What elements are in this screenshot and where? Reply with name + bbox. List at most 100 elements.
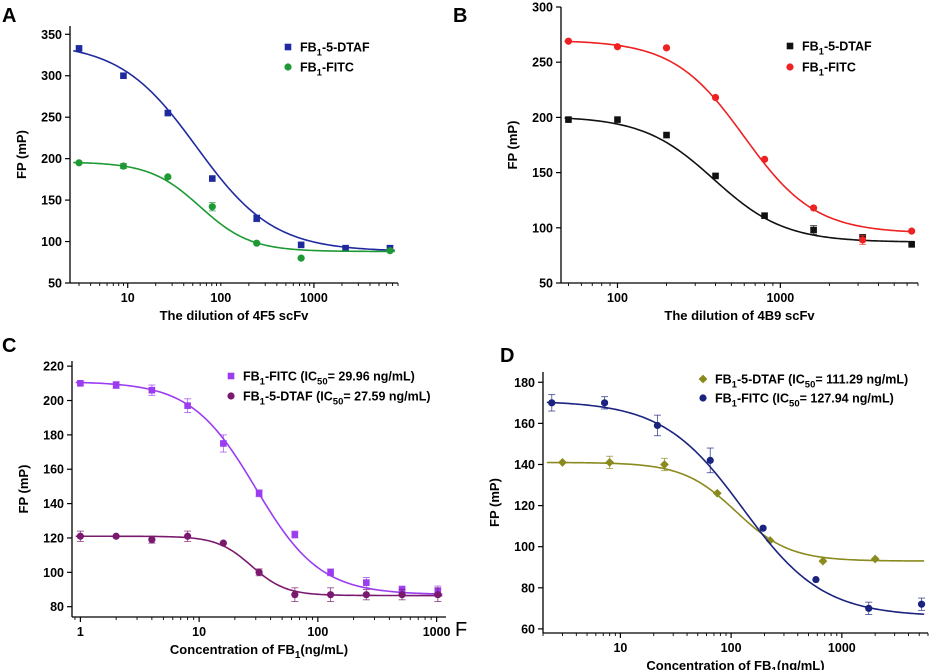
- series-2: [564, 37, 916, 245]
- data-point: [386, 247, 394, 255]
- x-tick-label: 1000: [300, 291, 328, 305]
- x-tick-label: 100: [607, 291, 628, 305]
- x-axis-title: The dilution of 4F5 scFv: [160, 308, 310, 323]
- panel-letter: D: [500, 345, 514, 367]
- legend-marker: [786, 42, 794, 50]
- y-tick-label: 150: [41, 194, 62, 208]
- data-point: [255, 489, 263, 497]
- data-point: [363, 579, 370, 586]
- data-point: [765, 536, 775, 545]
- y-tick-label: 150: [532, 166, 553, 180]
- legend-label: FB1-5-DTAF (IC50= 27.59 ng/mL): [243, 390, 431, 408]
- x-tick-label: 1000: [423, 625, 451, 639]
- data-point: [253, 239, 261, 247]
- series-1: [73, 45, 395, 252]
- fit-curve: [75, 381, 443, 595]
- legend-label: FB1-5-DTAF: [802, 40, 872, 58]
- legend-label: FB1-FITC: [300, 61, 354, 79]
- legend-label: FB1-FITC (IC50= 29.96 ng/mL): [243, 370, 415, 388]
- x-tick-label: 100: [307, 625, 328, 639]
- data-point: [220, 440, 227, 447]
- data-point: [711, 93, 720, 102]
- data-point: [434, 591, 442, 599]
- panel-a: A 50 100 150 200 250 300 350 10 100 1000 FP (mP) The…: [2, 5, 399, 323]
- data-point: [660, 460, 669, 469]
- panel-b: B 50 100 150 200 250 300 100 1000 FP (mP) The dilu…: [453, 1, 919, 323]
- legend-marker: [227, 392, 235, 400]
- data-point: [255, 568, 263, 576]
- panel-c: C 80 100 120 140 160 180 200 220 1 10 100 1000 FP (mP…: [2, 335, 451, 661]
- x-axis-title: Concentration of FB1(ng/mL): [646, 658, 824, 670]
- data-point: [865, 604, 873, 612]
- y-tick-label: 140: [43, 497, 64, 511]
- series-2: [75, 530, 443, 602]
- x-tick-label: 100: [721, 641, 742, 655]
- data-point: [908, 241, 915, 248]
- fit-curve: [546, 401, 925, 616]
- fit-curve: [73, 49, 395, 252]
- panel-letter: A: [2, 5, 16, 27]
- data-point: [75, 159, 83, 167]
- data-point: [164, 109, 172, 117]
- fit-curve: [73, 161, 395, 253]
- series-2: [73, 159, 395, 262]
- data-point: [75, 45, 83, 52]
- y-tick-label: 180: [514, 376, 535, 390]
- panel-d: D 60 80 100 120 140 160 180 10 100 1000 FP (mP) Conc…: [487, 345, 929, 670]
- data-point: [662, 44, 671, 52]
- data-point: [291, 591, 299, 599]
- legend-marker: [698, 374, 708, 384]
- data-point: [148, 536, 156, 544]
- y-tick-label: 80: [521, 581, 535, 595]
- y-tick-label: 160: [43, 463, 64, 477]
- legend-label: FB1-5-DTAF (IC50= 111.29 ng/mL): [715, 373, 908, 391]
- y-tick-label: 200: [532, 111, 553, 125]
- y-tick-label: 250: [532, 56, 553, 70]
- data-point: [760, 155, 769, 163]
- x-tick-label: 1000: [766, 291, 794, 305]
- data-point: [76, 532, 84, 540]
- series-1: [75, 380, 443, 597]
- y-axis-title: FP (mP): [16, 465, 31, 514]
- fit-curve: [546, 461, 925, 562]
- legend-label: FB1-FITC (IC50= 127.94 ng/mL): [715, 392, 894, 410]
- y-tick-label: 300: [532, 1, 553, 15]
- x-tick-label: 100: [210, 291, 231, 305]
- data-point: [208, 175, 216, 182]
- data-point: [326, 591, 335, 599]
- y-axis-title: FP (mP): [487, 478, 502, 527]
- x-tick-label: 10: [192, 625, 206, 639]
- data-point: [810, 226, 817, 234]
- data-point: [208, 203, 216, 211]
- y-tick-label: 100: [532, 221, 553, 235]
- fit-curve: [564, 117, 915, 243]
- y-tick-label: 250: [41, 111, 62, 125]
- y-tick-label: 220: [43, 360, 64, 374]
- y-tick-label: 50: [48, 277, 62, 291]
- data-point: [565, 116, 572, 123]
- x-tick-label: 1000: [828, 641, 856, 655]
- legend-label: FB1-FITC: [802, 61, 856, 79]
- stray-label: F: [455, 619, 467, 641]
- series-2: [546, 394, 926, 616]
- data-point: [558, 458, 567, 467]
- y-tick-label: 100: [41, 235, 62, 249]
- data-point: [184, 532, 192, 540]
- data-point: [219, 539, 227, 547]
- y-tick-label: 50: [539, 277, 553, 291]
- y-tick-label: 140: [514, 458, 535, 472]
- y-tick-label: 100: [514, 540, 535, 554]
- fit-curve: [75, 535, 443, 597]
- data-point: [564, 37, 573, 45]
- data-point: [164, 173, 172, 181]
- data-point: [148, 386, 156, 394]
- x-tick-label: 1: [77, 625, 84, 639]
- panel-letter: B: [453, 5, 467, 27]
- x-axis-title: The dilution of 4B9 scFv: [664, 308, 815, 323]
- data-point: [548, 399, 556, 407]
- legend-marker: [786, 63, 794, 71]
- y-tick-label: 180: [43, 428, 64, 442]
- series-1: [546, 455, 925, 566]
- y-tick-label: 200: [43, 394, 64, 408]
- series-1: [564, 116, 915, 248]
